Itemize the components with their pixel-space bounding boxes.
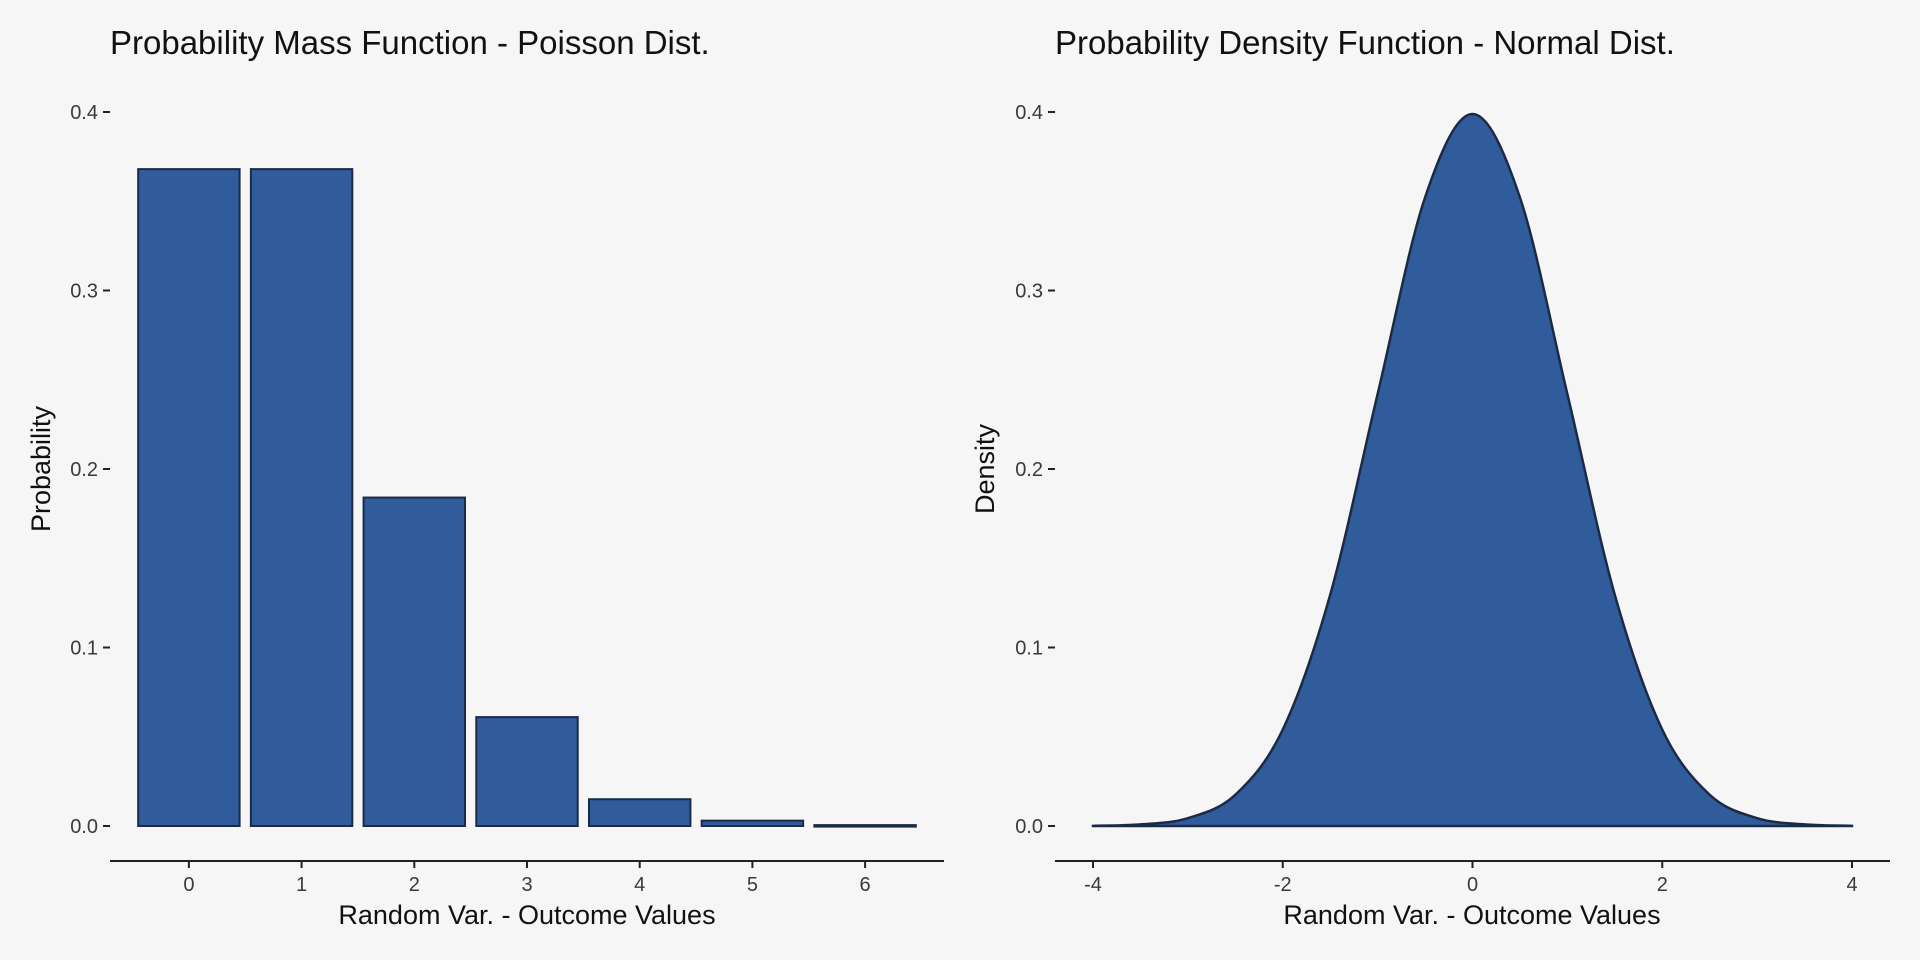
normal-x-tick-label: -4 bbox=[1084, 874, 1102, 896]
poisson-bar-2 bbox=[362, 496, 467, 827]
poisson-x-tick-label: 2 bbox=[409, 874, 420, 896]
normal-y-tick-label: 0.3 bbox=[1015, 281, 1043, 303]
normal-y-axis-label: Density bbox=[970, 423, 1000, 514]
normal-pdf-chart: Probability Density Function - Normal Di… bbox=[970, 24, 1890, 930]
poisson-bars bbox=[137, 168, 917, 828]
poisson-y-ticks: 0.0 0.1 0.2 0.3 0.4 bbox=[70, 102, 110, 838]
normal-x-tick-label: 2 bbox=[1657, 874, 1668, 896]
normal-x-tick-label: 4 bbox=[1846, 874, 1857, 896]
poisson-bar-1 bbox=[249, 168, 354, 827]
poisson-x-tick-label: 5 bbox=[747, 874, 758, 896]
normal-chart-title: Probability Density Function - Normal Di… bbox=[1055, 24, 1675, 61]
poisson-y-tick-label: 0.0 bbox=[70, 816, 98, 838]
poisson-bar-0 bbox=[137, 168, 241, 827]
poisson-x-tick-label: 6 bbox=[860, 874, 871, 896]
poisson-x-tick-label: 0 bbox=[183, 874, 194, 896]
normal-y-tick-label: 0.0 bbox=[1015, 816, 1043, 838]
poisson-x-tick-label: 1 bbox=[296, 874, 307, 896]
poisson-y-tick-label: 0.1 bbox=[70, 638, 98, 660]
normal-y-tick-label: 0.2 bbox=[1015, 459, 1043, 481]
normal-y-tick-label: 0.4 bbox=[1015, 102, 1043, 124]
poisson-x-tick-label: 4 bbox=[634, 874, 645, 896]
poisson-bar-6 bbox=[813, 824, 917, 828]
poisson-x-tick-label: 3 bbox=[521, 874, 532, 896]
normal-x-ticks: -4 -2 0 2 4 bbox=[1084, 861, 1858, 896]
normal-x-axis-label: Random Var. - Outcome Values bbox=[1283, 900, 1660, 930]
poisson-x-axis-label: Random Var. - Outcome Values bbox=[338, 900, 715, 930]
normal-x-tick-label: -2 bbox=[1274, 874, 1292, 896]
normal-y-ticks: 0.0 0.1 0.2 0.3 0.4 bbox=[1015, 102, 1055, 838]
poisson-x-ticks: 0 1 2 3 4 5 6 bbox=[183, 861, 871, 896]
normal-density-area bbox=[1091, 112, 1854, 828]
normal-y-tick-label: 0.1 bbox=[1015, 638, 1043, 660]
poisson-y-tick-label: 0.4 bbox=[70, 102, 98, 124]
poisson-y-axis-label: Probability bbox=[26, 405, 56, 532]
normal-x-tick-label: 0 bbox=[1467, 874, 1478, 896]
poisson-bar-5 bbox=[700, 819, 805, 828]
poisson-y-tick-label: 0.2 bbox=[70, 459, 98, 481]
poisson-chart-title: Probability Mass Function - Poisson Dist… bbox=[110, 24, 710, 61]
poisson-y-tick-label: 0.3 bbox=[70, 281, 98, 303]
poisson-bar-3 bbox=[475, 716, 579, 827]
poisson-pmf-chart: Probability Mass Function - Poisson Dist… bbox=[26, 24, 944, 930]
poisson-bar-4 bbox=[587, 798, 692, 827]
